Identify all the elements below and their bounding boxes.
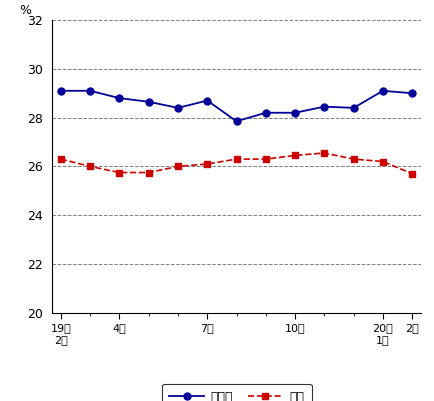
Legend: 岐阜県, 全国: 岐阜県, 全国 <box>161 384 312 401</box>
Text: %: % <box>19 4 31 17</box>
